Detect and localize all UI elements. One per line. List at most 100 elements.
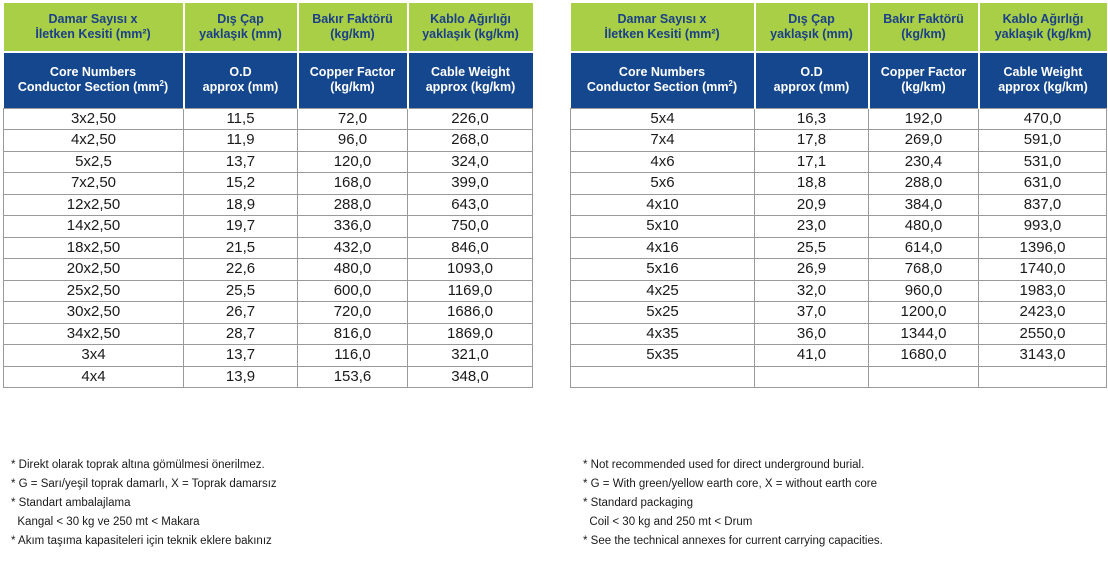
cell-copper-factor: 72,0: [297, 107, 408, 130]
cell-od: 11,9: [183, 129, 298, 152]
header-od-tr: Dış Çap yaklaşık (mm): [754, 3, 870, 52]
cell-copper-factor: 768,0: [868, 258, 979, 281]
table-row: 5x4 16,3 192,0 470,0: [570, 107, 1107, 130]
cell-core-section: 12x2,50: [3, 193, 184, 216]
cell-core-section: 7x4: [570, 129, 755, 152]
cell-od: 37,0: [754, 301, 869, 324]
table-row: 4x25 32,0 960,0 1983,0: [570, 279, 1107, 302]
table-row: 4x10 20,9 384,0 837,0: [570, 193, 1107, 216]
cable-table-left: Damar Sayısı x İletken Kesiti (mm²) Dış Ç…: [3, 3, 533, 388]
cell-copper-factor: 600,0: [297, 279, 408, 302]
cell-cable-weight: 531,0: [978, 150, 1107, 173]
note-line: * G = Sarı/yeşil toprak damarlı, X = Top…: [11, 478, 277, 490]
cell-od: 17,8: [754, 129, 869, 152]
cell-core-section: 25x2,50: [3, 279, 184, 302]
header-row-turkish: Damar Sayısı x İletken Kesiti (mm²) Dış Ç…: [570, 3, 1107, 52]
cell-core-section: 5x16: [570, 258, 755, 281]
header-cable-weight-tr: Kablo Ağırlığı yaklaşık (kg/km): [407, 3, 533, 52]
cell-core-section: 5x25: [570, 301, 755, 324]
table-row: 5x6 18,8 288,0 631,0: [570, 172, 1107, 195]
header-od-en: O.D approx (mm): [183, 51, 299, 108]
table-row: 30x2,50 26,7 720,0 1686,0: [3, 301, 533, 324]
cell-copper-factor: 96,0: [297, 129, 408, 152]
header-cable-weight-tr: Kablo Ağırlığı yaklaşık (kg/km): [978, 3, 1107, 52]
header-row-turkish: Damar Sayısı x İletken Kesiti (mm²) Dış Ç…: [3, 3, 533, 52]
header-od-tr: Dış Çap yaklaşık (mm): [183, 3, 299, 52]
cell-copper-factor: 153,6: [297, 365, 408, 388]
cell-core-section: 4x16: [570, 236, 755, 259]
cell-od: 26,7: [183, 301, 298, 324]
note-line: * Standart ambalajlama: [11, 497, 131, 509]
cell-cable-weight: 226,0: [407, 107, 533, 130]
table-row: 7x2,50 15,2 168,0 399,0: [3, 172, 533, 195]
cell-core-section: 34x2,50: [3, 322, 184, 345]
cell-copper-factor: 288,0: [297, 193, 408, 216]
table-row: 4x2,50 11,9 96,0 268,0: [3, 129, 533, 152]
cell-cable-weight: 321,0: [407, 344, 533, 367]
cell-core-section: 5x10: [570, 215, 755, 238]
table-row: 34x2,50 28,7 816,0 1869,0: [3, 322, 533, 345]
note-line: * Akım taşıma kapasiteleri için teknik e…: [11, 535, 272, 547]
cell-od: 18,8: [754, 172, 869, 195]
cell-copper-factor: 168,0: [297, 172, 408, 195]
cell-copper-factor: 432,0: [297, 236, 408, 259]
cell-cable-weight: 268,0: [407, 129, 533, 152]
cell-copper-factor: 960,0: [868, 279, 979, 302]
cell-cable-weight: 1869,0: [407, 322, 533, 345]
cell-cable-weight: 631,0: [978, 172, 1107, 195]
table-row: 3x2,50 11,5 72,0 226,0: [3, 107, 533, 130]
cell-copper-factor: 288,0: [868, 172, 979, 195]
cell-cable-weight: 2423,0: [978, 301, 1107, 324]
table-row: 18x2,50 21,5 432,0 846,0: [3, 236, 533, 259]
table-row: 14x2,50 19,7 336,0 750,0: [3, 215, 533, 238]
cell-cable-weight: [978, 365, 1107, 388]
cell-cable-weight: 846,0: [407, 236, 533, 259]
header-core-numbers-tr: Damar Sayısı x İletken Kesiti (mm²): [3, 3, 185, 52]
cell-core-section: 5x2,5: [3, 150, 184, 173]
notes-english: * Not recommended used for direct underg…: [583, 456, 883, 551]
table-row: 4x35 36,0 1344,0 2550,0: [570, 322, 1107, 345]
cell-core-section: 5x4: [570, 107, 755, 130]
table-row: 7x4 17,8 269,0 591,0: [570, 129, 1107, 152]
table-row: 3x4 13,7 116,0 321,0: [3, 344, 533, 367]
table-row: 5x2,5 13,7 120,0 324,0: [3, 150, 533, 173]
table-row: 5x35 41,0 1680,0 3143,0: [570, 344, 1107, 367]
header-core-numbers-tr: Damar Sayısı x İletken Kesiti (mm²): [570, 3, 756, 52]
cell-od: 32,0: [754, 279, 869, 302]
cell-copper-factor: 192,0: [868, 107, 979, 130]
cell-od: 17,1: [754, 150, 869, 173]
cell-cable-weight: 643,0: [407, 193, 533, 216]
table-row: 25x2,50 25,5 600,0 1169,0: [3, 279, 533, 302]
cell-cable-weight: 1686,0: [407, 301, 533, 324]
cell-copper-factor: 1680,0: [868, 344, 979, 367]
cell-copper-factor: [868, 365, 979, 388]
cell-copper-factor: 816,0: [297, 322, 408, 345]
cell-copper-factor: 269,0: [868, 129, 979, 152]
table-row: 5x10 23,0 480,0 993,0: [570, 215, 1107, 238]
cell-od: 23,0: [754, 215, 869, 238]
cell-core-section: 7x2,50: [3, 172, 184, 195]
cell-cable-weight: 1396,0: [978, 236, 1107, 259]
cell-copper-factor: 480,0: [297, 258, 408, 281]
table-row: 4x6 17,1 230,4 531,0: [570, 150, 1107, 173]
cell-cable-weight: 470,0: [978, 107, 1107, 130]
table-row: [570, 365, 1107, 388]
cell-copper-factor: 720,0: [297, 301, 408, 324]
note-line: * G = With green/yellow earth core, X = …: [583, 478, 878, 490]
cell-od: 15,2: [183, 172, 298, 195]
cell-od: 25,5: [754, 236, 869, 259]
cell-od: [754, 365, 869, 388]
table-row: 5x16 26,9 768,0 1740,0: [570, 258, 1107, 281]
cell-cable-weight: 348,0: [407, 365, 533, 388]
cell-od: 20,9: [754, 193, 869, 216]
cable-table-right: Damar Sayısı x İletken Kesiti (mm²) Dış Ç…: [570, 3, 1107, 388]
cell-od: 13,9: [183, 365, 298, 388]
cell-core-section: 14x2,50: [3, 215, 184, 238]
cell-core-section: 4x6: [570, 150, 755, 173]
cell-cable-weight: 837,0: [978, 193, 1107, 216]
header-copper-factor-en: Copper Factor (kg/km): [868, 51, 980, 108]
note-line: * Direkt olarak toprak altına gömülmesi …: [11, 459, 265, 471]
cell-od: 16,3: [754, 107, 869, 130]
cell-cable-weight: 2550,0: [978, 322, 1107, 345]
table-row: 20x2,50 22,6 480,0 1093,0: [3, 258, 533, 281]
